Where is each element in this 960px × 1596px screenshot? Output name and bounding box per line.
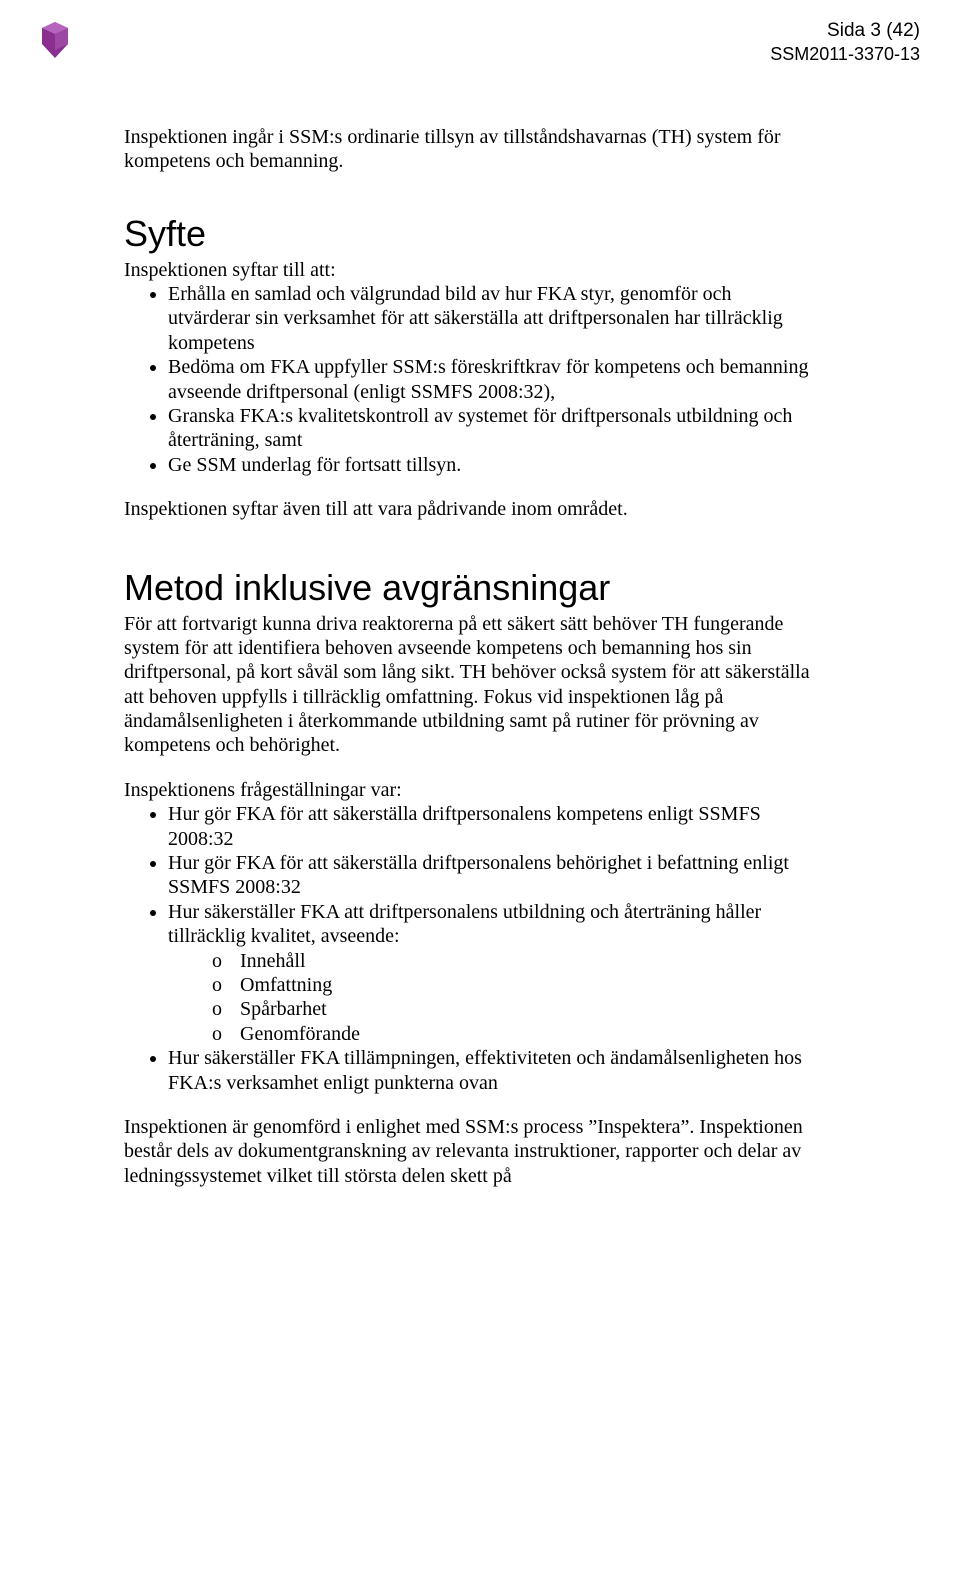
list-item: Hur gör FKA för att säkerställa driftper… [168, 802, 810, 851]
questions-list: Hur gör FKA för att säkerställa driftper… [124, 802, 810, 1095]
section-heading-syfte: Syfte [124, 212, 810, 256]
document-body: Inspektionen ingår i SSM:s ordinarie til… [124, 125, 810, 1188]
list-item: Bedöma om FKA uppfyller SSM:s föreskrift… [168, 355, 810, 404]
metod-para1: För att fortvarigt kunna driva reaktorer… [124, 612, 810, 758]
sub-list: Innehåll Omfattning Spårbarhet Genomföra… [168, 949, 810, 1047]
section-heading-metod: Metod inklusive avgränsningar [124, 566, 810, 610]
list-item: Erhålla en samlad och välgrundad bild av… [168, 282, 810, 355]
syfte-bullet-list: Erhålla en samlad och välgrundad bild av… [124, 282, 810, 477]
metod-tail: Inspektionen är genomförd i enlighet med… [124, 1115, 810, 1188]
header-row: Sida 3 (42) SSM2011-3370-13 [40, 20, 920, 65]
list-item: Genomförande [212, 1022, 810, 1046]
intro-paragraph: Inspektionen ingår i SSM:s ordinarie til… [124, 125, 810, 174]
header-meta: Sida 3 (42) SSM2011-3370-13 [770, 20, 920, 65]
document-reference: SSM2011-3370-13 [770, 44, 920, 65]
page-number: Sida 3 (42) [770, 20, 920, 42]
list-item-label: Hur säkerställer FKA att driftpersonalen… [168, 901, 761, 947]
syfte-lead: Inspektionen syftar till att: [124, 258, 810, 282]
list-item: Granska FKA:s kvalitetskontroll av syste… [168, 404, 810, 453]
list-item: Hur säkerställer FKA att driftpersonalen… [168, 900, 810, 1046]
page: Sida 3 (42) SSM2011-3370-13 Inspektionen… [20, 0, 940, 1228]
syfte-tail: Inspektionen syftar även till att vara p… [124, 497, 810, 521]
list-item: Hur säkerställer FKA tillämpningen, effe… [168, 1046, 810, 1095]
logo-icon [40, 20, 70, 65]
list-item: Spårbarhet [212, 997, 810, 1021]
list-item: Hur gör FKA för att säkerställa driftper… [168, 851, 810, 900]
questions-lead: Inspektionens frågeställningar var: [124, 778, 810, 802]
list-item: Omfattning [212, 973, 810, 997]
list-item: Innehåll [212, 949, 810, 973]
list-item: Ge SSM underlag för fortsatt tillsyn. [168, 453, 810, 477]
